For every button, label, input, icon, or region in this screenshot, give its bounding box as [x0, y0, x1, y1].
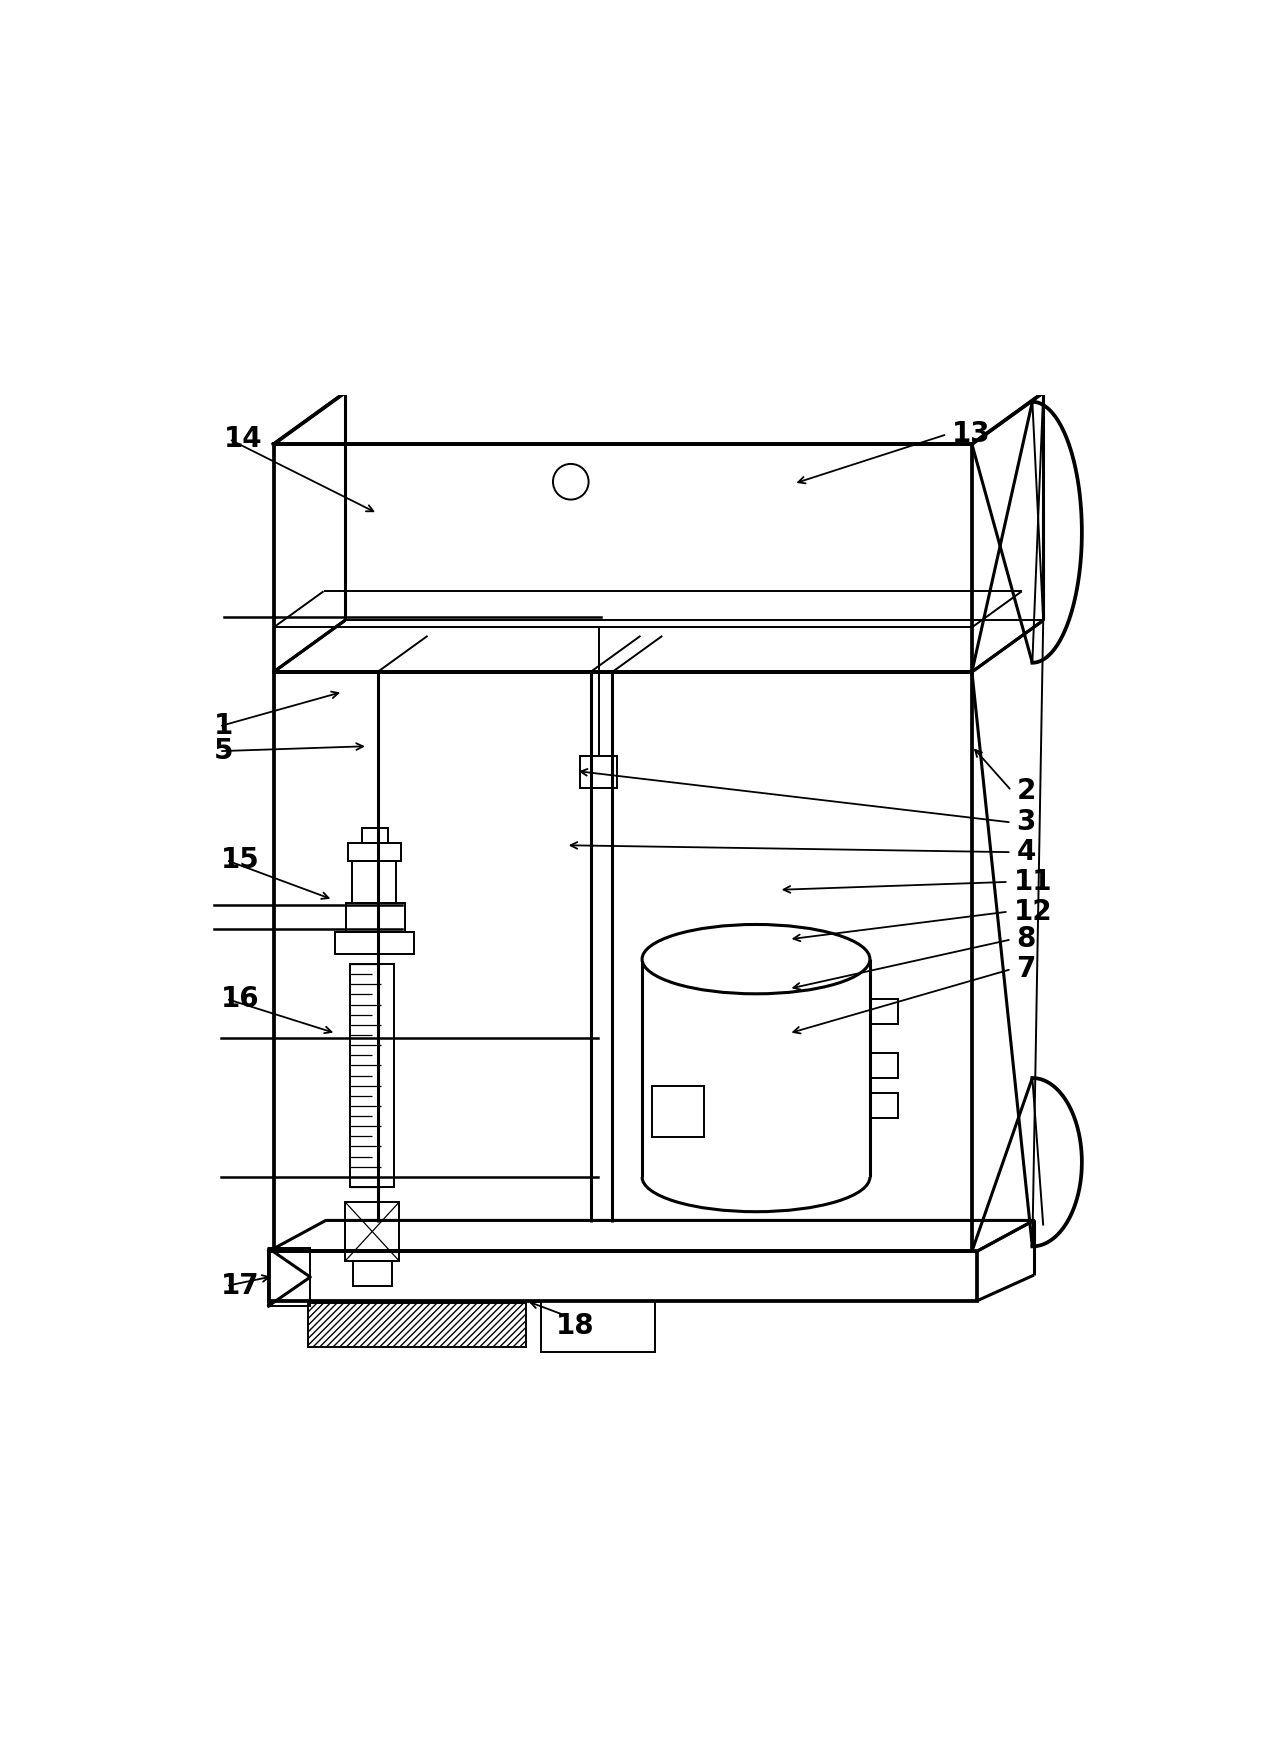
Text: 2: 2 [1016, 777, 1036, 805]
Text: 18: 18 [556, 1311, 594, 1339]
Bar [870, 1092, 897, 1117]
Text: 14: 14 [224, 425, 263, 453]
Text: 3: 3 [1016, 809, 1036, 837]
Text: 5: 5 [215, 737, 234, 765]
Text: 11: 11 [1013, 869, 1052, 895]
Bar [870, 999, 897, 1024]
Bar [351, 862, 396, 902]
Bar [335, 932, 414, 955]
Text: 4: 4 [1016, 839, 1036, 867]
Text: 17: 17 [221, 1272, 259, 1300]
Bar [345, 1202, 400, 1262]
Text: 8: 8 [1016, 925, 1036, 953]
Text: 1: 1 [215, 712, 234, 740]
Bar [870, 1054, 897, 1078]
Bar [308, 1302, 527, 1348]
Ellipse shape [642, 925, 870, 994]
Text: 12: 12 [1013, 897, 1052, 925]
Text: 13: 13 [952, 419, 990, 448]
Bar [268, 1247, 311, 1306]
Bar [346, 902, 405, 932]
Text: 16: 16 [221, 985, 259, 1013]
Bar [362, 828, 387, 844]
Bar [273, 671, 971, 1251]
Bar [268, 1251, 976, 1300]
Bar [348, 844, 401, 862]
Bar [580, 756, 617, 788]
Bar [652, 1085, 703, 1138]
Text: 15: 15 [221, 846, 259, 874]
Bar [350, 964, 395, 1188]
Bar [353, 1262, 391, 1286]
Bar [273, 444, 971, 671]
Text: 7: 7 [1016, 955, 1036, 983]
Bar [541, 1300, 656, 1353]
